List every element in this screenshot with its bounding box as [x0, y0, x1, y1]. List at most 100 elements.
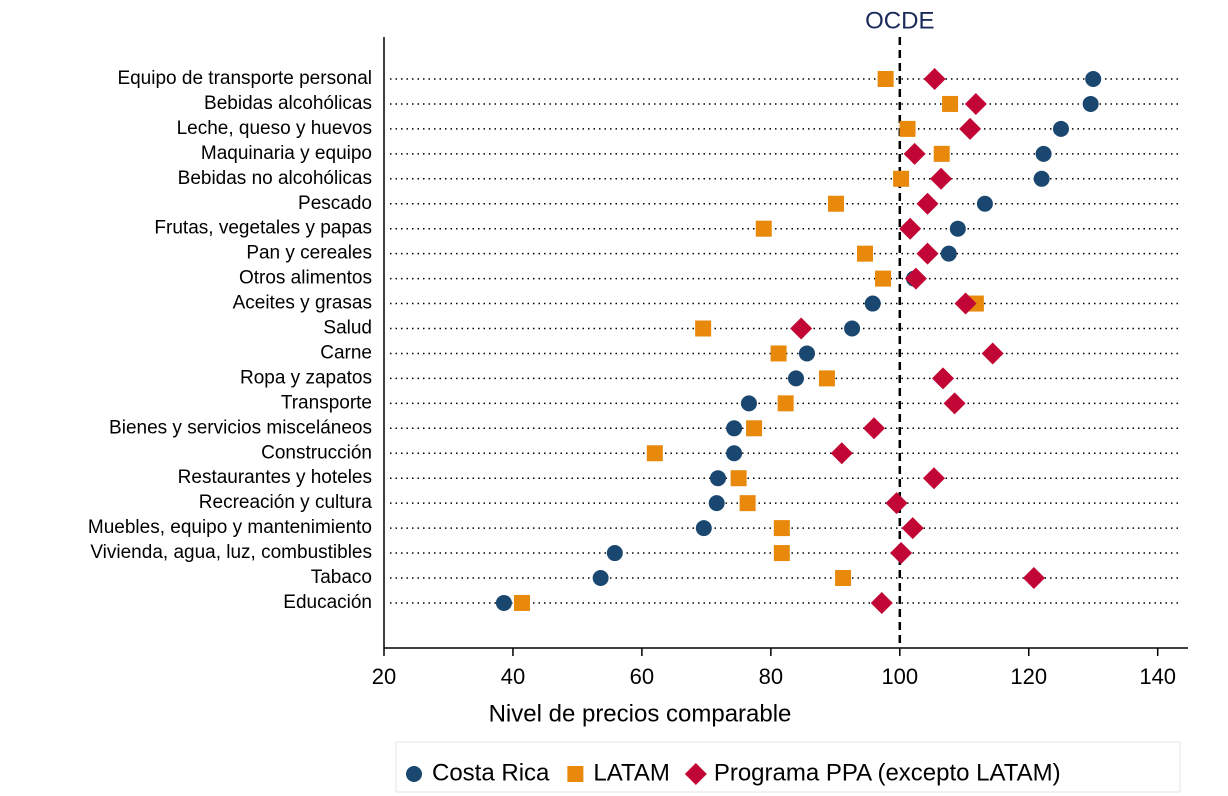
category-label: Carne — [320, 342, 372, 363]
legend-label: Costa Rica — [432, 759, 550, 786]
x-tick-label: 120 — [1010, 664, 1047, 689]
dot — [708, 495, 725, 512]
dot — [777, 395, 794, 412]
dot — [695, 520, 712, 537]
legend-marker — [684, 763, 707, 785]
dot — [949, 220, 966, 237]
dot — [959, 117, 982, 140]
dot — [770, 345, 787, 362]
dot — [827, 195, 844, 212]
dot — [746, 420, 763, 437]
dot — [863, 417, 886, 440]
x-tick-label: 40 — [501, 664, 525, 689]
dot — [870, 591, 893, 614]
dot — [1022, 567, 1045, 589]
dot — [916, 192, 939, 215]
dot — [903, 142, 926, 165]
reference-label: OCDE — [865, 7, 934, 34]
dot — [877, 71, 894, 87]
dot — [830, 442, 853, 465]
dot — [592, 570, 609, 586]
dot — [1033, 170, 1050, 187]
category-label: Equipo de transporte personal — [117, 68, 372, 89]
dot — [981, 342, 1004, 365]
dot — [864, 295, 881, 312]
category-label: Otros alimentos — [239, 268, 372, 289]
x-tick-label: 140 — [1139, 664, 1176, 689]
category-label: Tabaco — [311, 567, 372, 588]
dot — [1082, 95, 1099, 112]
dot — [901, 517, 924, 540]
dot — [695, 320, 712, 337]
dot — [904, 267, 927, 290]
legend-box — [395, 741, 1181, 793]
category-label: Aceites y grasas — [233, 293, 372, 314]
dot — [1085, 71, 1102, 87]
dot — [730, 470, 747, 487]
dot — [726, 445, 743, 462]
dot — [1035, 145, 1052, 162]
dot — [930, 167, 953, 190]
dot — [976, 195, 993, 212]
category-label: Pan y cereales — [246, 243, 372, 264]
dot — [740, 395, 757, 412]
category-label: Bebidas no alcohólicas — [178, 168, 372, 189]
x-tick-label: 60 — [630, 664, 654, 689]
dot — [709, 470, 726, 487]
category-label: Transporte — [281, 392, 372, 413]
category-label: Maquinaria y equipo — [201, 143, 372, 164]
dot — [885, 492, 908, 515]
category-label: Salud — [323, 318, 372, 339]
dot — [899, 217, 922, 240]
dot — [933, 145, 950, 162]
dot — [726, 420, 743, 437]
dot — [495, 594, 512, 611]
category-label: Bebidas alcohólicas — [204, 93, 372, 114]
dot — [940, 245, 957, 262]
legend-label: LATAM — [593, 759, 669, 786]
dot — [739, 495, 756, 512]
dot — [964, 92, 987, 115]
category-label: Educación — [283, 592, 372, 613]
dot — [893, 170, 910, 187]
legend-label: Programa PPA (excepto LATAM) — [714, 759, 1061, 786]
dot — [755, 220, 772, 237]
category-label: Pescado — [298, 193, 372, 214]
dot — [787, 370, 804, 387]
dot — [606, 545, 623, 562]
dot — [790, 317, 813, 340]
x-tick-label: 100 — [881, 664, 918, 689]
dot — [942, 95, 959, 112]
dot — [954, 292, 977, 315]
dot — [773, 545, 790, 562]
category-label: Restaurantes y hoteles — [178, 467, 372, 488]
x-axis-title: Nivel de precios comparable — [489, 700, 792, 727]
category-label: Recreación y cultura — [199, 492, 373, 513]
dot — [1052, 120, 1069, 137]
dot — [798, 345, 815, 362]
dot — [773, 520, 790, 537]
dot — [856, 245, 873, 262]
dot — [923, 68, 946, 90]
category-label: Ropa y zapatos — [240, 367, 372, 388]
x-tick-label: 20 — [372, 664, 396, 689]
legend-marker — [406, 766, 422, 782]
category-label: Frutas, vegetales y papas — [154, 218, 372, 239]
dot — [899, 120, 916, 137]
dot — [818, 370, 835, 387]
dot — [916, 242, 939, 265]
dot — [835, 570, 852, 586]
category-label: Construcción — [261, 442, 372, 463]
dot — [513, 594, 530, 611]
dot — [844, 320, 861, 337]
legend-marker — [567, 766, 584, 782]
dot — [646, 445, 663, 462]
dot — [931, 367, 954, 390]
dot — [875, 270, 892, 287]
category-label: Vivienda, agua, luz, combustibles — [90, 542, 372, 563]
dot — [943, 392, 966, 415]
x-tick-label: 80 — [759, 664, 783, 689]
dot — [890, 542, 913, 565]
